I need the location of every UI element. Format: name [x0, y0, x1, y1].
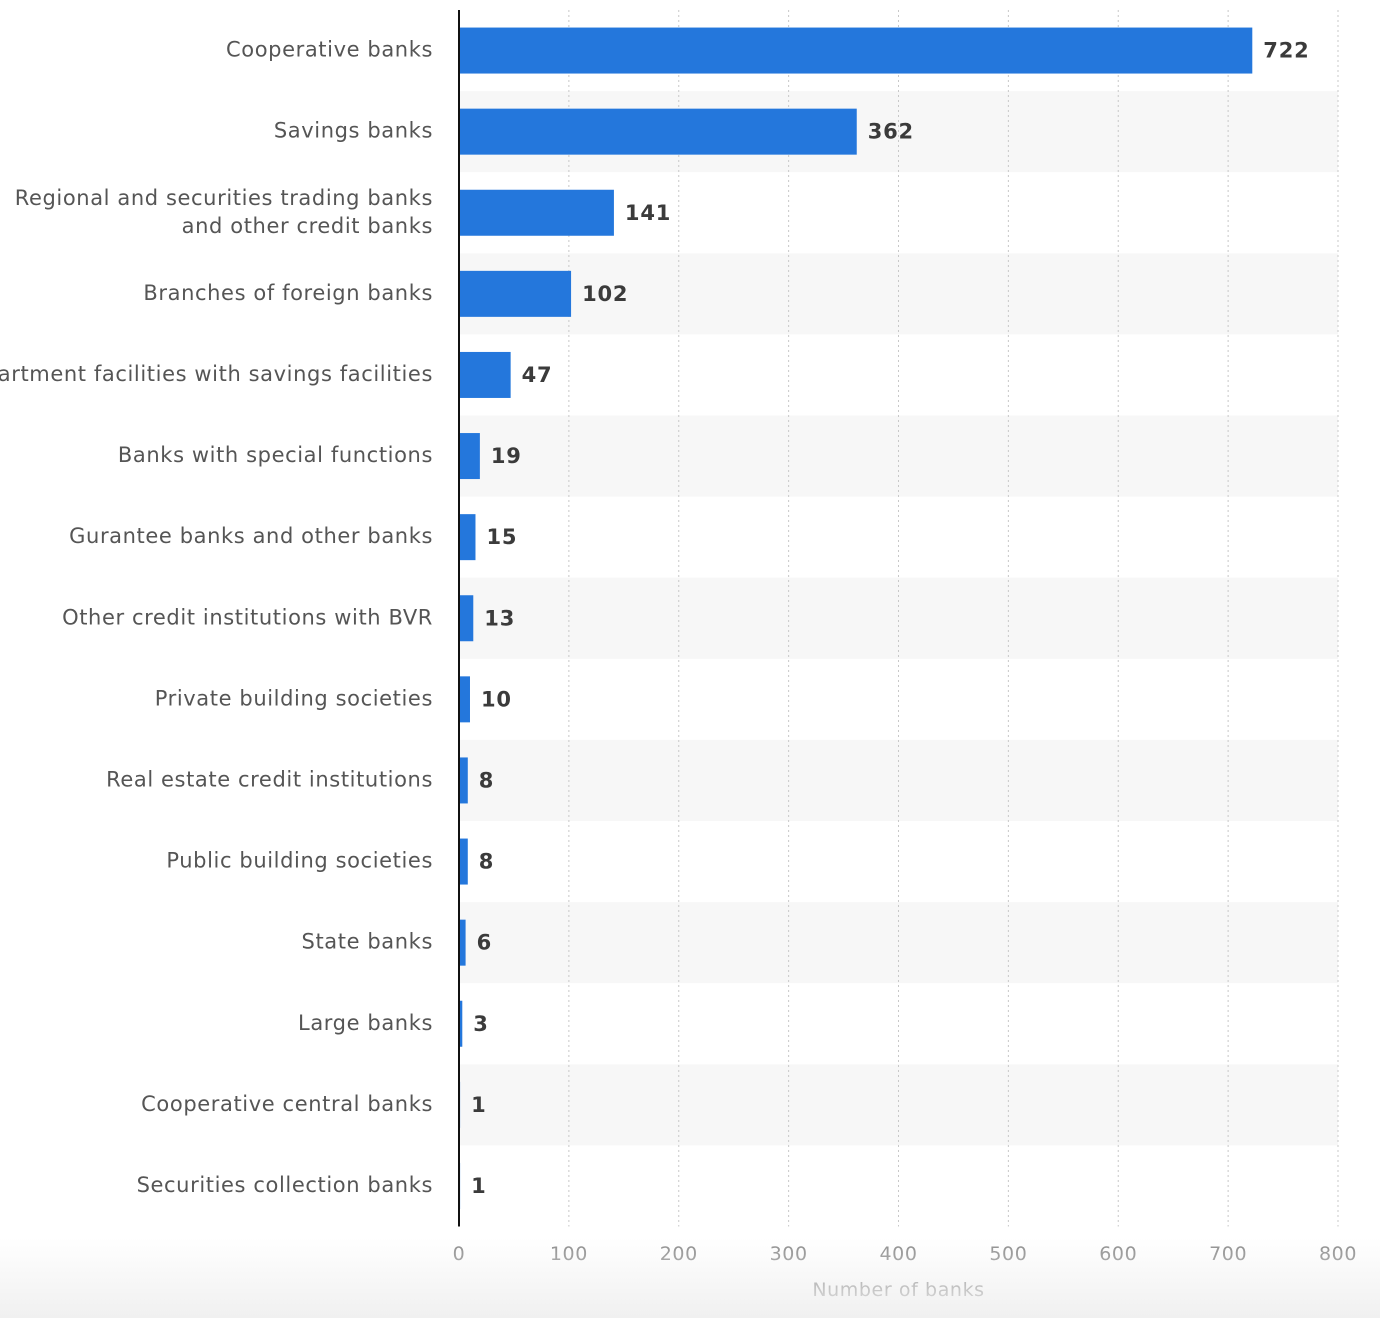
x-tick-label: 500	[989, 1243, 1027, 1265]
category-label: Cooperative banks	[226, 38, 433, 62]
category-label-line: Branches of foreign banks	[143, 281, 433, 305]
category-label: Branches of foreign banks	[143, 281, 433, 305]
value-label: 141	[625, 201, 671, 225]
value-label: 6	[477, 931, 492, 955]
category-label: Securities collection banks	[137, 1173, 433, 1197]
category-label-line: Other credit institutions with BVR	[62, 605, 433, 629]
x-tick-label: 600	[1099, 1243, 1137, 1265]
category-label-line: and other credit banks	[182, 214, 433, 238]
category-label-line: Gurantee banks and other banks	[69, 524, 433, 548]
category-label: Gurantee banks and other banks	[69, 524, 433, 548]
value-labels: 722 362 141 102 47 19 15 13 10 8 8 6 3 1 1	[471, 39, 1309, 1198]
x-axis-title: Number of banks	[812, 1279, 984, 1301]
category-label: Real estate credit institutions	[106, 767, 433, 791]
value-label: 47	[522, 363, 553, 387]
value-label: 362	[868, 120, 914, 144]
value-label: 3	[473, 1012, 488, 1036]
x-tick-label: 700	[1209, 1243, 1247, 1265]
value-label: 13	[484, 606, 515, 630]
bar[interactable]	[459, 595, 474, 642]
category-label: Cooperative central banks	[141, 1092, 433, 1116]
bar[interactable]	[459, 27, 1253, 74]
category-label-line: Cooperative central banks	[141, 1092, 433, 1116]
bar[interactable]	[459, 189, 614, 236]
bar[interactable]	[459, 676, 470, 723]
category-label-line: Securities collection banks	[137, 1173, 433, 1197]
category-label: Banks with special functions	[118, 443, 433, 467]
value-label: 8	[479, 768, 494, 792]
value-label: 8	[479, 850, 494, 874]
category-label: Regional and securities trading banks and…	[15, 186, 433, 238]
x-tick-label: 0	[453, 1243, 466, 1265]
bar[interactable]	[459, 757, 468, 804]
category-label: Apartment facilities with savings facili…	[0, 362, 433, 386]
bar[interactable]	[459, 108, 857, 155]
category-label-line: Regional and securities trading banks	[15, 186, 433, 210]
x-tick-labels: 0 100 200 300 400 500 600 700 800	[453, 1243, 1357, 1265]
category-label-line: Large banks	[298, 1011, 433, 1035]
category-label-line: State banks	[302, 930, 433, 954]
x-tick-label: 100	[550, 1243, 588, 1265]
value-label: 19	[491, 444, 522, 468]
category-label-line: Public building societies	[166, 849, 433, 873]
x-tick-label: 200	[660, 1243, 698, 1265]
category-label: Other credit institutions with BVR	[62, 605, 433, 629]
row-bands	[459, 91, 1338, 1146]
bar[interactable]	[459, 270, 572, 317]
bar[interactable]	[459, 838, 468, 885]
bar[interactable]	[459, 433, 480, 480]
category-label-line: Cooperative banks	[226, 38, 433, 62]
category-label-line: Real estate credit institutions	[106, 767, 433, 791]
value-label: 102	[582, 282, 628, 306]
category-labels: Cooperative banks Savings banks Regional a…	[0, 38, 433, 1197]
value-label: 15	[486, 525, 517, 549]
value-label: 722	[1263, 39, 1309, 63]
x-tick-label: 400	[879, 1243, 917, 1265]
category-label: Public building societies	[166, 849, 433, 873]
bar[interactable]	[459, 351, 511, 398]
value-label: 1	[471, 1093, 486, 1117]
x-tick-label: 800	[1319, 1243, 1357, 1265]
category-label-line: Savings banks	[274, 119, 433, 143]
value-label: 1	[471, 1174, 486, 1198]
category-label-line: Banks with special functions	[118, 443, 433, 467]
category-label: Private building societies	[155, 686, 433, 710]
category-label-line: Private building societies	[155, 686, 433, 710]
category-label: Savings banks	[274, 119, 433, 143]
category-label: State banks	[302, 930, 433, 954]
bars	[459, 27, 1253, 1209]
bar[interactable]	[459, 514, 476, 561]
x-tick-label: 300	[770, 1243, 808, 1265]
bar[interactable]	[459, 1000, 463, 1047]
bar[interactable]	[459, 919, 466, 966]
category-label: Large banks	[298, 1011, 433, 1035]
value-label: 10	[481, 687, 512, 711]
category-label-line: Apartment facilities with savings facili…	[0, 362, 433, 386]
